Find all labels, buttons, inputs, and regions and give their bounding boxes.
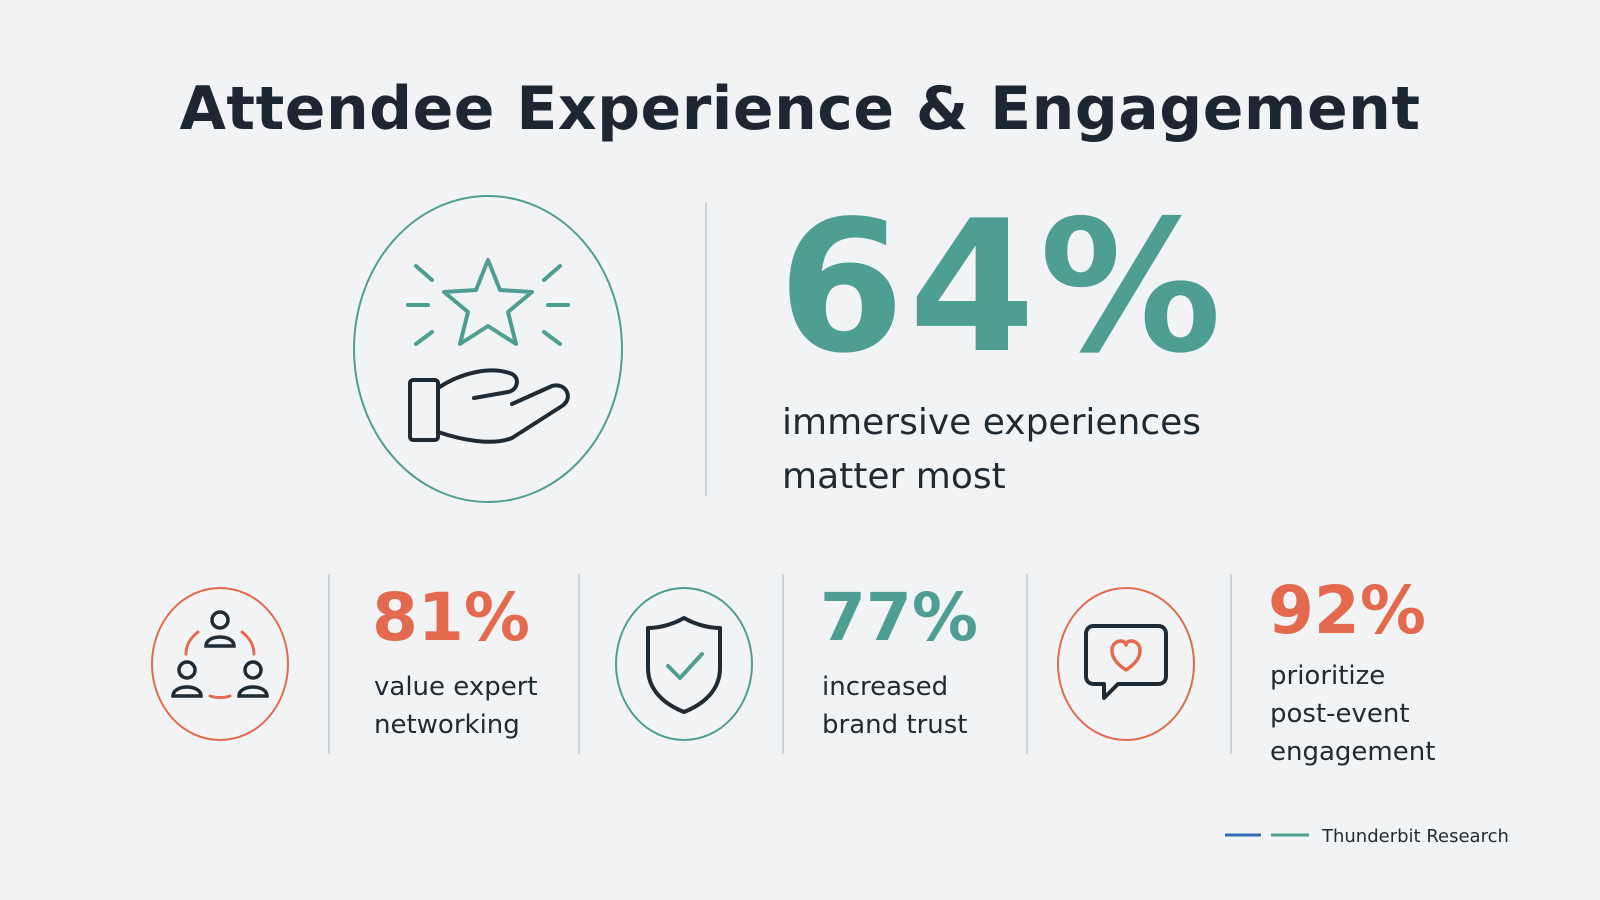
hero-label-line: immersive experiences — [782, 402, 1202, 443]
stat-label-line: value expert — [374, 672, 538, 702]
stat-label-line: increased — [822, 672, 949, 702]
stat-divider — [328, 574, 330, 754]
stat-label-line: engagement — [1270, 737, 1436, 767]
stat-label: increased brand trust — [822, 668, 1042, 744]
stat-value: 81% — [372, 579, 530, 656]
stat-value: 92% — [1268, 572, 1426, 649]
stat-label-line: brand trust — [822, 710, 968, 740]
stat-value: 77% — [820, 579, 978, 656]
stat-label-line: prioritize — [1270, 661, 1386, 691]
stat-label-line: networking — [374, 710, 520, 740]
stat-label: value expert networking — [374, 668, 594, 744]
stat-divider — [1026, 574, 1028, 754]
stat-label-line: post-event — [1270, 699, 1410, 729]
hero-divider — [705, 202, 707, 496]
stat-divider — [782, 574, 784, 754]
footer-source: Thunderbit Research — [1322, 826, 1509, 847]
stat-divider — [1230, 574, 1232, 754]
people-network-icon — [151, 587, 289, 741]
stat-divider — [578, 574, 580, 754]
stat-label: prioritize post-event engagement — [1270, 657, 1490, 771]
hero-label: immersive experiences matter most — [782, 396, 1242, 504]
star-hand-icon — [353, 195, 623, 503]
chat-heart-icon — [1057, 587, 1195, 741]
hero-label-line: matter most — [782, 456, 1006, 497]
shield-check-icon — [615, 587, 753, 741]
page-title: Attendee Experience & Engagement — [179, 74, 1421, 144]
footer-decoration-lines — [1225, 833, 1309, 837]
hero-value: 64% — [778, 181, 1226, 393]
